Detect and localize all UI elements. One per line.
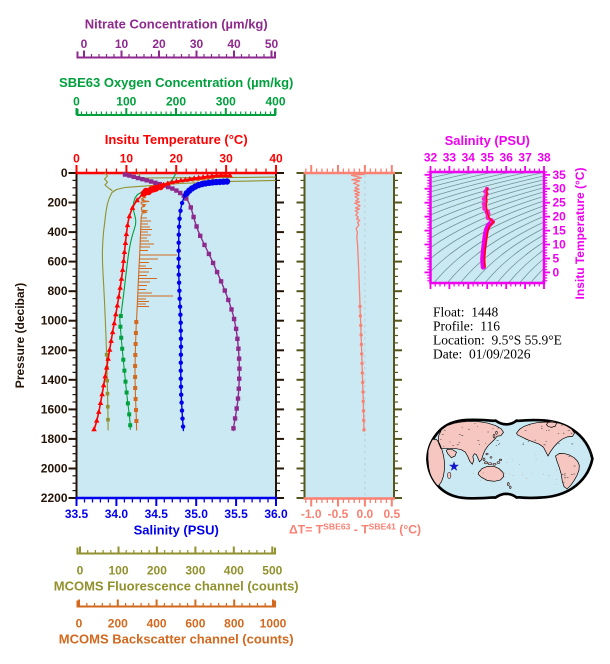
svg-text:300: 300 — [185, 564, 205, 578]
svg-text:33: 33 — [443, 151, 457, 165]
svg-text:35: 35 — [553, 168, 567, 182]
svg-text:Insitu Temperature (°C): Insitu Temperature (°C) — [105, 132, 248, 147]
svg-text:0: 0 — [77, 564, 84, 578]
svg-text:600: 600 — [47, 255, 67, 269]
svg-text:10: 10 — [115, 37, 129, 51]
svg-text:1000: 1000 — [41, 314, 68, 328]
svg-text:ΔT= TSBE63 - TSBE41 (°C): ΔT= TSBE63 - TSBE41 (°C) — [289, 522, 421, 537]
svg-text:Insitu Temperature (°C): Insitu Temperature (°C) — [573, 168, 587, 300]
svg-text:1200: 1200 — [41, 343, 68, 357]
svg-text:34.0: 34.0 — [105, 507, 129, 521]
svg-text:500: 500 — [262, 564, 282, 578]
svg-text:0: 0 — [61, 166, 68, 180]
svg-text:32: 32 — [424, 151, 438, 165]
svg-text:100: 100 — [108, 564, 128, 578]
svg-text:Salinity (PSU): Salinity (PSU) — [134, 523, 219, 538]
svg-text:0.5: 0.5 — [383, 507, 400, 521]
svg-text:30: 30 — [219, 152, 233, 166]
svg-text:Salinity (PSU): Salinity (PSU) — [445, 133, 530, 148]
svg-text:38: 38 — [537, 151, 551, 165]
svg-text:0: 0 — [553, 265, 560, 279]
svg-text:800: 800 — [224, 617, 244, 631]
svg-text:400: 400 — [147, 617, 167, 631]
svg-text:MCOMS Fluorescence channel (co: MCOMS Fluorescence channel (counts) — [54, 579, 299, 594]
svg-text:40: 40 — [227, 37, 241, 51]
svg-text:-0.5: -0.5 — [328, 507, 349, 521]
svg-text:5: 5 — [553, 252, 560, 266]
svg-text:33.5: 33.5 — [65, 507, 89, 521]
svg-text:2000: 2000 — [41, 462, 68, 476]
svg-text:36: 36 — [500, 151, 514, 165]
svg-text:30: 30 — [553, 182, 567, 196]
svg-text:600: 600 — [185, 617, 205, 631]
svg-text:10: 10 — [553, 238, 567, 252]
svg-text:15: 15 — [553, 224, 567, 238]
svg-text:200: 200 — [147, 564, 167, 578]
svg-text:30: 30 — [190, 37, 204, 51]
svg-text:Date: 01/09/2026: Date: 01/09/2026 — [433, 347, 531, 362]
svg-text:800: 800 — [47, 284, 67, 298]
svg-text:34: 34 — [462, 151, 476, 165]
svg-text:35: 35 — [481, 151, 495, 165]
svg-text:36.0: 36.0 — [264, 507, 288, 521]
svg-text:0: 0 — [73, 95, 80, 109]
svg-text:10: 10 — [120, 152, 134, 166]
svg-text:400: 400 — [224, 564, 244, 578]
svg-text:400: 400 — [47, 225, 67, 239]
svg-text:Nitrate Concentration (µm/kg): Nitrate Concentration (µm/kg) — [85, 17, 268, 32]
svg-text:Location: 9.5°S 55.9°E: Location: 9.5°S 55.9°E — [433, 333, 562, 348]
svg-text:Profile: 116: Profile: 116 — [433, 319, 500, 334]
svg-text:34.5: 34.5 — [145, 507, 169, 521]
svg-text:0.0: 0.0 — [357, 507, 374, 521]
svg-text:100: 100 — [116, 95, 136, 109]
svg-text:-1.0: -1.0 — [301, 507, 322, 521]
svg-text:1400: 1400 — [41, 373, 68, 387]
svg-text:0: 0 — [81, 37, 88, 51]
svg-text:200: 200 — [166, 95, 186, 109]
svg-text:20: 20 — [170, 152, 184, 166]
svg-text:MCOMS Backscatter channel (cou: MCOMS Backscatter channel (counts) — [59, 632, 294, 647]
svg-text:35.5: 35.5 — [224, 507, 248, 521]
svg-text:0: 0 — [73, 152, 80, 166]
svg-text:2200: 2200 — [41, 491, 68, 505]
svg-text:Pressure (decibar): Pressure (decibar) — [13, 283, 27, 388]
svg-text:0: 0 — [76, 617, 83, 631]
svg-text:200: 200 — [108, 617, 128, 631]
svg-text:300: 300 — [216, 95, 236, 109]
svg-text:35.0: 35.0 — [185, 507, 209, 521]
svg-text:50: 50 — [265, 37, 279, 51]
svg-text:25: 25 — [553, 196, 567, 210]
svg-text:1000: 1000 — [260, 617, 287, 631]
svg-text:20: 20 — [152, 37, 166, 51]
svg-text:400: 400 — [265, 95, 285, 109]
svg-text:40: 40 — [269, 152, 283, 166]
svg-text:20: 20 — [553, 210, 567, 224]
svg-text:1800: 1800 — [41, 432, 68, 446]
svg-text:Float: 1448: Float: 1448 — [433, 305, 499, 320]
svg-text:SBE63 Oxygen Concentration (µm: SBE63 Oxygen Concentration (µm/kg) — [59, 75, 293, 90]
svg-text:37: 37 — [518, 151, 532, 165]
svg-text:1600: 1600 — [41, 402, 68, 416]
svg-text:200: 200 — [47, 196, 67, 210]
